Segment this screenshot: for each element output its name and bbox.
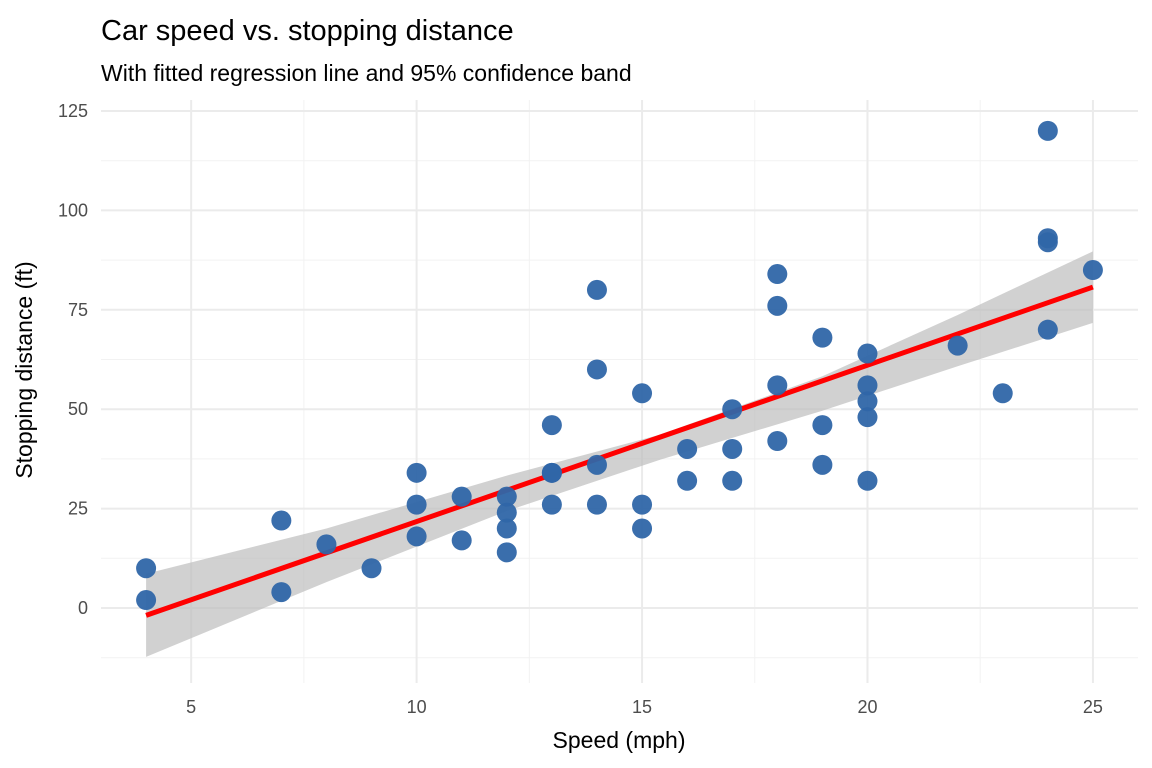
data-point [947,335,968,356]
data-point [722,438,743,459]
regression-line [145,284,1094,618]
data-point [136,590,157,611]
x-axis-title: Speed (mph) [553,727,686,753]
data-point [857,343,878,364]
data-point [857,391,878,412]
data-point [451,486,472,507]
confidence-band-layer [146,251,1093,657]
y-tick-label: 100 [58,200,88,220]
x-axis-tick-labels: 5 10 15 20 25 [186,697,1103,717]
y-tick-label: 125 [58,101,88,121]
data-point [857,407,878,428]
data-point [496,502,517,523]
fit-line-layer [145,284,1094,618]
data-point [496,518,517,539]
data-point [632,383,653,404]
x-tick-label: 20 [857,697,877,717]
data-point [271,510,292,531]
y-axis-tick-labels: 0 25 50 75 100 125 [58,101,88,618]
data-point [992,383,1013,404]
data-point [541,415,562,436]
data-point [136,558,157,579]
data-point [496,486,517,507]
data-point [857,375,878,396]
data-point [677,438,698,459]
y-tick-label: 0 [78,598,88,618]
data-point [677,470,698,491]
data-point [586,359,607,380]
chart-subtitle: With fitted regression line and 95% conf… [101,60,632,86]
data-point [767,375,788,396]
data-point [1082,260,1103,281]
data-point [406,494,427,515]
x-tick-label: 25 [1083,697,1103,717]
data-point [767,264,788,285]
y-tick-label: 25 [68,499,88,519]
x-tick-label: 5 [186,697,196,717]
points-layer [136,120,1103,611]
data-point [1037,319,1058,340]
data-point [812,327,833,348]
data-point [857,470,878,491]
data-point [271,582,292,603]
data-point [812,415,833,436]
data-point [361,558,382,579]
data-point [496,542,517,563]
data-point [722,470,743,491]
data-point [812,454,833,475]
data-point [1037,228,1058,249]
data-point [541,462,562,483]
data-point [767,431,788,452]
data-point [451,530,472,551]
y-tick-label: 50 [68,399,88,419]
x-tick-label: 15 [632,697,652,717]
y-tick-label: 75 [68,300,88,320]
data-point [406,462,427,483]
chart-title: Car speed vs. stopping distance [101,15,514,47]
data-point [632,494,653,515]
data-point [406,526,427,547]
data-point [586,454,607,475]
data-point [722,399,743,420]
data-point [316,534,337,555]
data-point [586,494,607,515]
data-point [541,494,562,515]
data-point [586,279,607,300]
y-axis-title: Stopping distance (ft) [11,261,37,478]
confidence-band [146,251,1093,657]
data-point [632,518,653,539]
data-point [767,295,788,316]
data-point [1037,120,1058,141]
x-tick-label: 10 [407,697,427,717]
